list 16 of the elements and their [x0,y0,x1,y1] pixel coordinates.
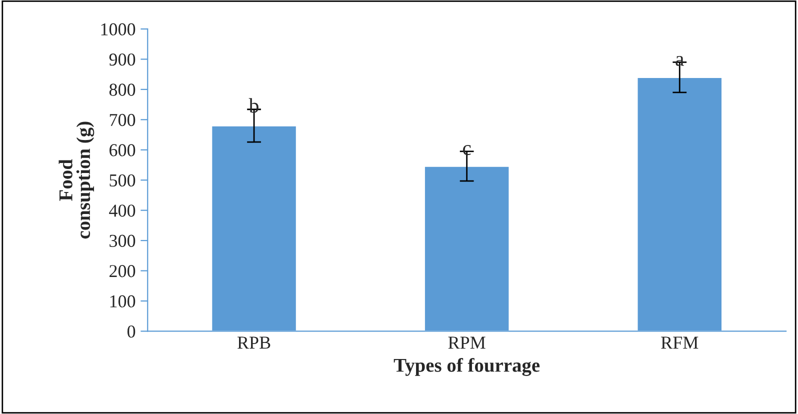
y-axis-title: Food consuption (g) [58,122,94,239]
y-tick-label: 700 [110,114,136,126]
y-tick-label: 300 [110,234,136,247]
x-tick-label: RPB [237,336,270,349]
x-tick-label: RPM [448,336,486,349]
y-tick-label: 200 [110,265,136,278]
y-tick-label: 600 [110,144,136,156]
x-tick-label: RFM [661,336,698,349]
x-axis-title: Types of fourrage [394,358,540,376]
y-tick-label: 900 [109,53,136,66]
y-tick-label: 500 [110,174,136,187]
y-tick-label: 0 [127,325,136,338]
y-tick-label: 800 [109,84,136,96]
y-tick-label: 400 [109,204,136,217]
y-tick-label: 1000 [101,23,136,36]
y-tick-label: 100 [110,295,136,308]
